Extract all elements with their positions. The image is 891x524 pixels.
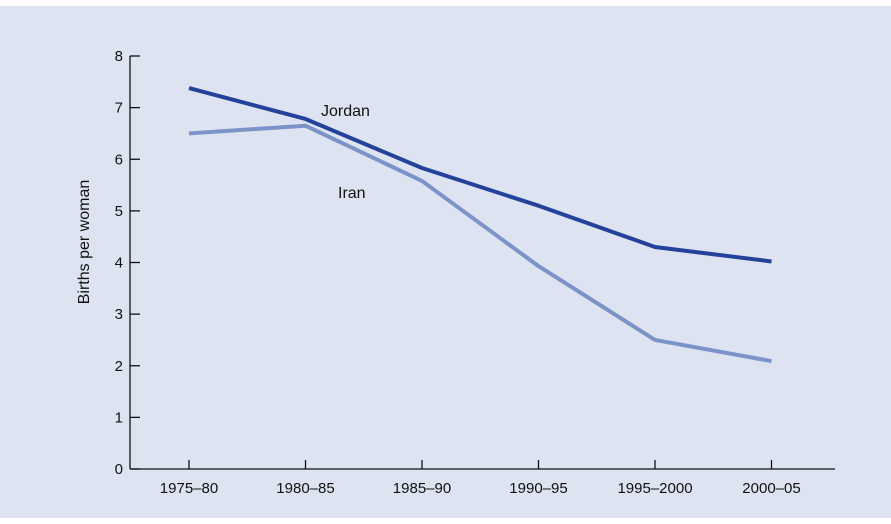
x-tick-label: 2000–05 bbox=[742, 480, 800, 497]
y-tick-label: 6 bbox=[115, 151, 123, 168]
series-lines bbox=[188, 86, 772, 364]
series-line-jordan bbox=[188, 86, 772, 264]
y-tick-label: 1 bbox=[115, 409, 123, 426]
y-tick-label: 3 bbox=[115, 306, 123, 323]
series-labels: Jordan Iran bbox=[321, 103, 370, 202]
x-tick-label: 1995–2000 bbox=[617, 480, 692, 497]
y-tick-label: 7 bbox=[115, 100, 123, 117]
axes: 0 1 2 3 4 5 6 7 8 1975–80 1980–85 1985–90 1990–95 199… bbox=[115, 48, 835, 497]
y-axis-title: Births per woman bbox=[76, 180, 93, 305]
x-tick-label: 1985–90 bbox=[393, 480, 451, 497]
line-chart: 0 1 2 3 4 5 6 7 8 1975–80 1980–85 1985–90 1990–95 199… bbox=[76, 48, 835, 497]
y-tick-label: 8 bbox=[115, 48, 123, 65]
series-label-jordan: Jordan bbox=[321, 103, 370, 120]
series-line-iran bbox=[188, 123, 772, 364]
y-tick-label: 4 bbox=[115, 255, 123, 272]
y-tick-label: 5 bbox=[115, 203, 123, 220]
y-tick-label: 0 bbox=[115, 461, 123, 478]
series-label-iran: Iran bbox=[338, 185, 366, 202]
y-tick-label: 2 bbox=[115, 358, 123, 375]
x-tick-label: 1990–95 bbox=[509, 480, 567, 497]
x-tick-label: 1975–80 bbox=[160, 480, 218, 497]
x-tick-label: 1980–85 bbox=[276, 480, 334, 497]
